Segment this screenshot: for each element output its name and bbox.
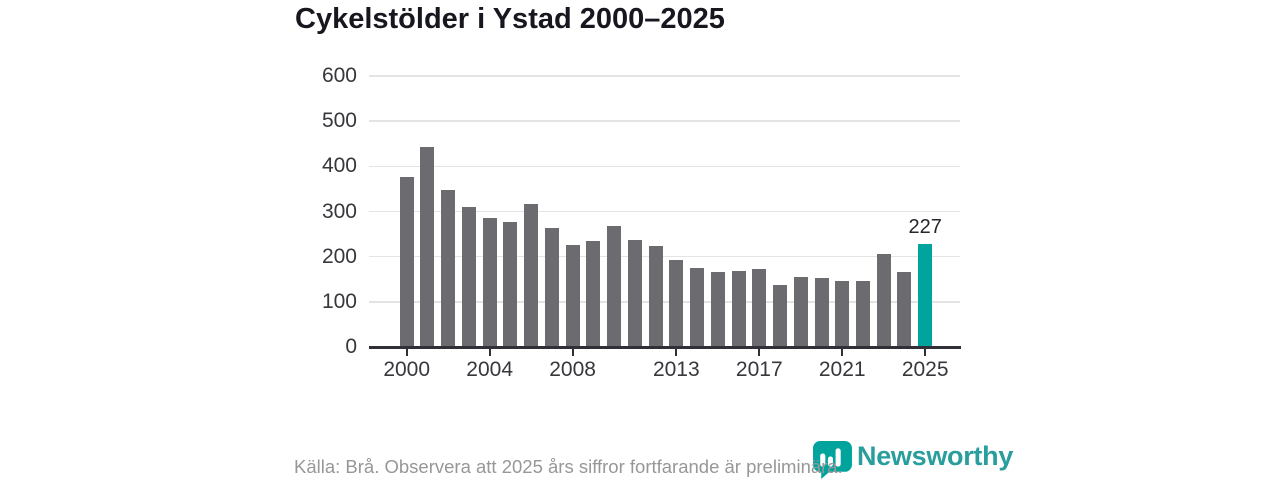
x-tick-2004 bbox=[488, 348, 491, 356]
x-axis-label-2000: 2000 bbox=[383, 358, 431, 381]
x-axis-label-2017: 2017 bbox=[735, 358, 783, 381]
highlight-value-label: 227 bbox=[908, 216, 942, 239]
bar-2022 bbox=[855, 281, 870, 347]
gridline-200 bbox=[369, 255, 960, 258]
bar-2008 bbox=[565, 244, 580, 347]
bar-2005 bbox=[503, 221, 518, 347]
gridline-600 bbox=[369, 75, 960, 77]
y-axis-label-500: 500 bbox=[321, 109, 357, 133]
x-tick-2000 bbox=[405, 348, 408, 356]
bar-2021 bbox=[835, 281, 850, 347]
newsworthy-wordmark: Newsworthy bbox=[857, 440, 1014, 471]
x-tick-2021 bbox=[841, 348, 844, 356]
y-axis-label-600: 600 bbox=[321, 64, 357, 87]
bar-2002 bbox=[441, 189, 456, 347]
bar-2016 bbox=[731, 271, 746, 347]
gridline-100 bbox=[369, 301, 960, 303]
newsworthy-logo: Newsworthy bbox=[812, 439, 1013, 479]
gridline-500 bbox=[369, 120, 960, 122]
x-axis-label-2021: 2021 bbox=[818, 358, 866, 381]
bar-2013 bbox=[669, 260, 684, 347]
bar-2000 bbox=[399, 176, 414, 347]
gridline-400 bbox=[369, 165, 960, 168]
x-axis-line bbox=[369, 345, 961, 349]
y-axis-label-0: 0 bbox=[345, 335, 357, 358]
x-tick-2008 bbox=[571, 348, 574, 356]
bar-2019 bbox=[793, 277, 808, 347]
bar-2023 bbox=[876, 254, 891, 347]
y-axis-label-100: 100 bbox=[321, 289, 357, 313]
bar-2010 bbox=[607, 225, 622, 347]
bar-2024 bbox=[897, 272, 912, 347]
bar-2011 bbox=[627, 239, 642, 347]
bar-2017 bbox=[752, 269, 767, 347]
x-axis-label-2025: 2025 bbox=[901, 358, 949, 381]
bar-2001 bbox=[420, 146, 435, 347]
bar-2006 bbox=[524, 203, 539, 347]
bar-2012 bbox=[648, 245, 663, 347]
x-tick-2017 bbox=[758, 348, 761, 356]
bar-2020 bbox=[814, 277, 829, 347]
x-axis-label-2004: 2004 bbox=[466, 358, 514, 381]
x-axis-label-2013: 2013 bbox=[652, 358, 700, 381]
bar-2004 bbox=[482, 218, 497, 347]
gridline-300 bbox=[369, 210, 960, 213]
bar-2007 bbox=[544, 227, 559, 347]
bar-2009 bbox=[586, 241, 601, 347]
x-tick-2025 bbox=[924, 348, 927, 356]
bar-2015 bbox=[710, 272, 725, 347]
y-axis-label-300: 300 bbox=[321, 199, 357, 223]
source-note: Källa: Brå. Observera att 2025 års siffr… bbox=[294, 456, 843, 477]
newsworthy-icon bbox=[813, 440, 852, 479]
y-axis-label-200: 200 bbox=[321, 244, 357, 268]
x-tick-2013 bbox=[675, 348, 678, 356]
bar-2014 bbox=[690, 268, 705, 347]
bar-2025 bbox=[918, 244, 933, 347]
y-axis-label-400: 400 bbox=[321, 154, 357, 178]
bar-2018 bbox=[773, 284, 788, 347]
bar-2003 bbox=[461, 206, 476, 347]
bar-chart-plot-area: 227 bbox=[369, 75, 960, 347]
chart-title: Cykelstölder i Ystad 2000–2025 bbox=[295, 3, 725, 35]
x-axis-label-2008: 2008 bbox=[549, 358, 596, 381]
